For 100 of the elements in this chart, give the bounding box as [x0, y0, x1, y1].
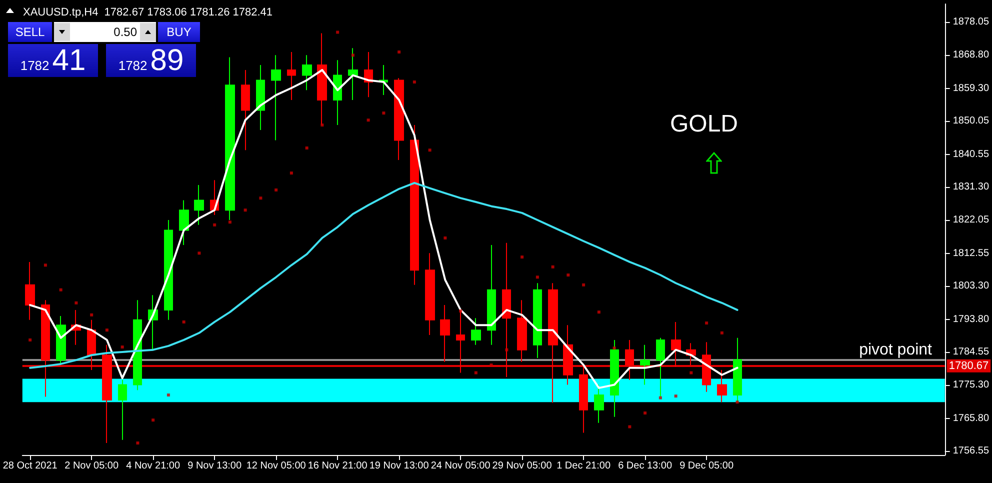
annotation: 89 — [150, 44, 184, 77]
candlestick — [487, 244, 496, 346]
point — [520, 256, 524, 259]
point — [428, 148, 432, 152]
x-tick-label: 9 Dec 05:00 — [680, 460, 734, 472]
candlestick — [717, 369, 727, 403]
annotation: 0.50 — [112, 25, 138, 39]
y-tick-label: 1812.55 — [952, 248, 990, 259]
x-tick-label: 24 Nov 05:00 — [430, 460, 491, 472]
candlestick — [410, 124, 419, 286]
candlestick — [456, 309, 465, 374]
point — [336, 30, 340, 34]
point — [105, 328, 108, 332]
candlestick — [287, 51, 296, 100]
candlestick — [594, 384, 604, 424]
point — [459, 310, 462, 313]
point — [536, 276, 539, 279]
point — [44, 264, 47, 267]
y-tick-label: 1775.30 — [952, 379, 990, 390]
candlestick — [502, 242, 511, 378]
annotation: 1782 — [118, 58, 148, 73]
y-tick-label: 1840.55 — [952, 149, 990, 160]
point — [90, 313, 94, 316]
candlestick — [164, 219, 173, 320]
x-tick-label: 4 Nov 21:00 — [126, 460, 180, 472]
candlestick — [548, 282, 558, 404]
point — [720, 331, 724, 334]
candlestick — [25, 261, 35, 320]
point — [290, 172, 293, 175]
candlestick — [471, 318, 481, 346]
candlestick — [610, 339, 619, 418]
candlestick — [625, 339, 634, 380]
point — [551, 265, 554, 268]
x-tick-label: 9 Nov 13:00 — [188, 460, 242, 472]
candlestick — [440, 304, 450, 362]
point — [213, 223, 216, 226]
annotation: BUY — [158, 22, 200, 42]
point — [398, 50, 401, 54]
point — [582, 283, 586, 286]
candlestick — [563, 324, 573, 386]
candlestick — [394, 78, 404, 160]
candlestick — [671, 321, 681, 368]
y-tick-label: 1878.05 — [952, 16, 990, 28]
point — [674, 394, 678, 398]
annotation: GOLD — [670, 110, 738, 138]
y-tick-label: 1868.80 — [952, 49, 990, 60]
point — [612, 346, 616, 350]
candlestick — [348, 48, 358, 100]
point — [690, 371, 693, 374]
point — [182, 320, 186, 324]
candlestick — [271, 54, 281, 141]
point — [382, 112, 386, 115]
point — [305, 146, 308, 150]
point — [320, 124, 324, 127]
candlestick — [640, 344, 650, 386]
candlestick — [579, 364, 588, 434]
y-tick-label: 1765.80 — [952, 412, 990, 424]
candlestick — [102, 344, 112, 444]
candlestick — [656, 337, 665, 398]
point — [705, 322, 708, 325]
point — [228, 220, 232, 224]
point — [59, 288, 62, 292]
y-tick-label: 1831.30 — [952, 182, 990, 193]
y-tick-label: 1850.05 — [952, 115, 990, 126]
x-tick-label: 12 Nov 05:00 — [246, 460, 306, 472]
point — [736, 400, 739, 404]
annotation: SELL — [8, 22, 52, 42]
candlestick — [41, 300, 50, 398]
point — [120, 346, 124, 349]
y-tick-label: 1859.30 — [952, 82, 990, 94]
candlestick — [241, 69, 250, 151]
point — [566, 274, 570, 277]
point — [658, 396, 662, 400]
chart-title: XAUUSD.tp,H4 1782.67 1783.06 1781.26 1782.41 — [23, 6, 273, 18]
y-tick-label: 1784.55 — [952, 346, 990, 358]
line-series — [29, 182, 738, 369]
candlestick — [56, 315, 66, 366]
candlestick — [317, 32, 327, 126]
point — [474, 371, 478, 374]
candlestick — [517, 300, 527, 362]
point — [351, 54, 354, 57]
candlestick — [118, 379, 127, 440]
candlestick — [533, 282, 542, 358]
candlestick — [425, 252, 435, 336]
point — [166, 394, 170, 397]
candlestick — [194, 184, 204, 226]
candlestick — [225, 56, 235, 220]
candlestick — [87, 319, 96, 370]
point — [244, 208, 247, 212]
annotation: 1782 — [20, 58, 50, 73]
point — [444, 236, 447, 240]
point — [198, 252, 201, 255]
annotation: 41 — [52, 44, 86, 77]
line-series — [29, 68, 738, 389]
x-tick-label: 28 Oct 2021 — [2, 460, 58, 472]
x-tick-label: 19 Nov 13:00 — [369, 460, 430, 472]
candlestick — [179, 200, 189, 246]
y-tick-label: 1803.30 — [952, 280, 990, 292]
point — [152, 418, 155, 422]
point — [366, 118, 370, 122]
